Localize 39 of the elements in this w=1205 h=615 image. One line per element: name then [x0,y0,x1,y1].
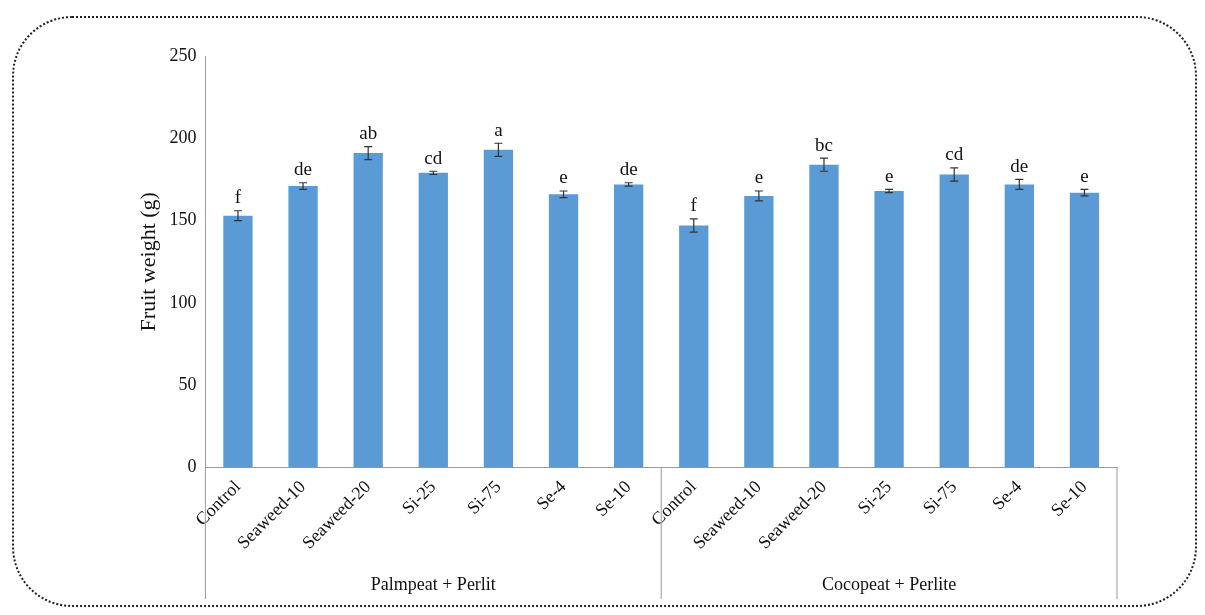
text: Cocopeat + Perlite [822,573,957,594]
data-label: cd [424,146,443,168]
data-label: f [690,194,698,216]
bar [288,186,318,468]
bar [939,174,969,468]
bar [874,190,904,468]
y-tick-label: 250 [169,44,197,65]
bar [1069,192,1100,468]
bar [418,172,448,468]
data-label: e [884,164,894,186]
bar [353,153,383,468]
data-label: de [1010,154,1029,176]
bar [483,149,514,468]
y-axis-title: Fruit weight (g) [134,192,160,332]
y-tick-label: 0 [187,456,197,477]
data-label: a [494,118,504,140]
y-tick-label: 150 [169,209,197,230]
text: Palmpeat + Perlit [370,573,496,594]
x-tick-label: Se-4 [532,476,570,514]
y-tick-label: 50 [178,373,197,394]
bar [223,215,253,468]
data-label: de [294,158,313,180]
x-tick-label: Se-4 [988,476,1026,514]
data-label: ab [359,122,378,144]
data-label: bc [815,133,833,155]
data-label: f [234,186,242,208]
data-label: de [619,158,638,180]
bar [809,164,839,468]
data-label: cd [945,143,964,165]
bar [548,194,579,468]
bar [744,195,774,468]
data-label: e [1080,164,1089,186]
bar [679,225,709,468]
y-tick-label: 100 [169,291,197,312]
bar [1004,184,1034,468]
y-tick-label: 200 [169,127,197,148]
bar [613,184,644,468]
data-label: e [559,166,568,188]
data-label: e [754,166,764,188]
